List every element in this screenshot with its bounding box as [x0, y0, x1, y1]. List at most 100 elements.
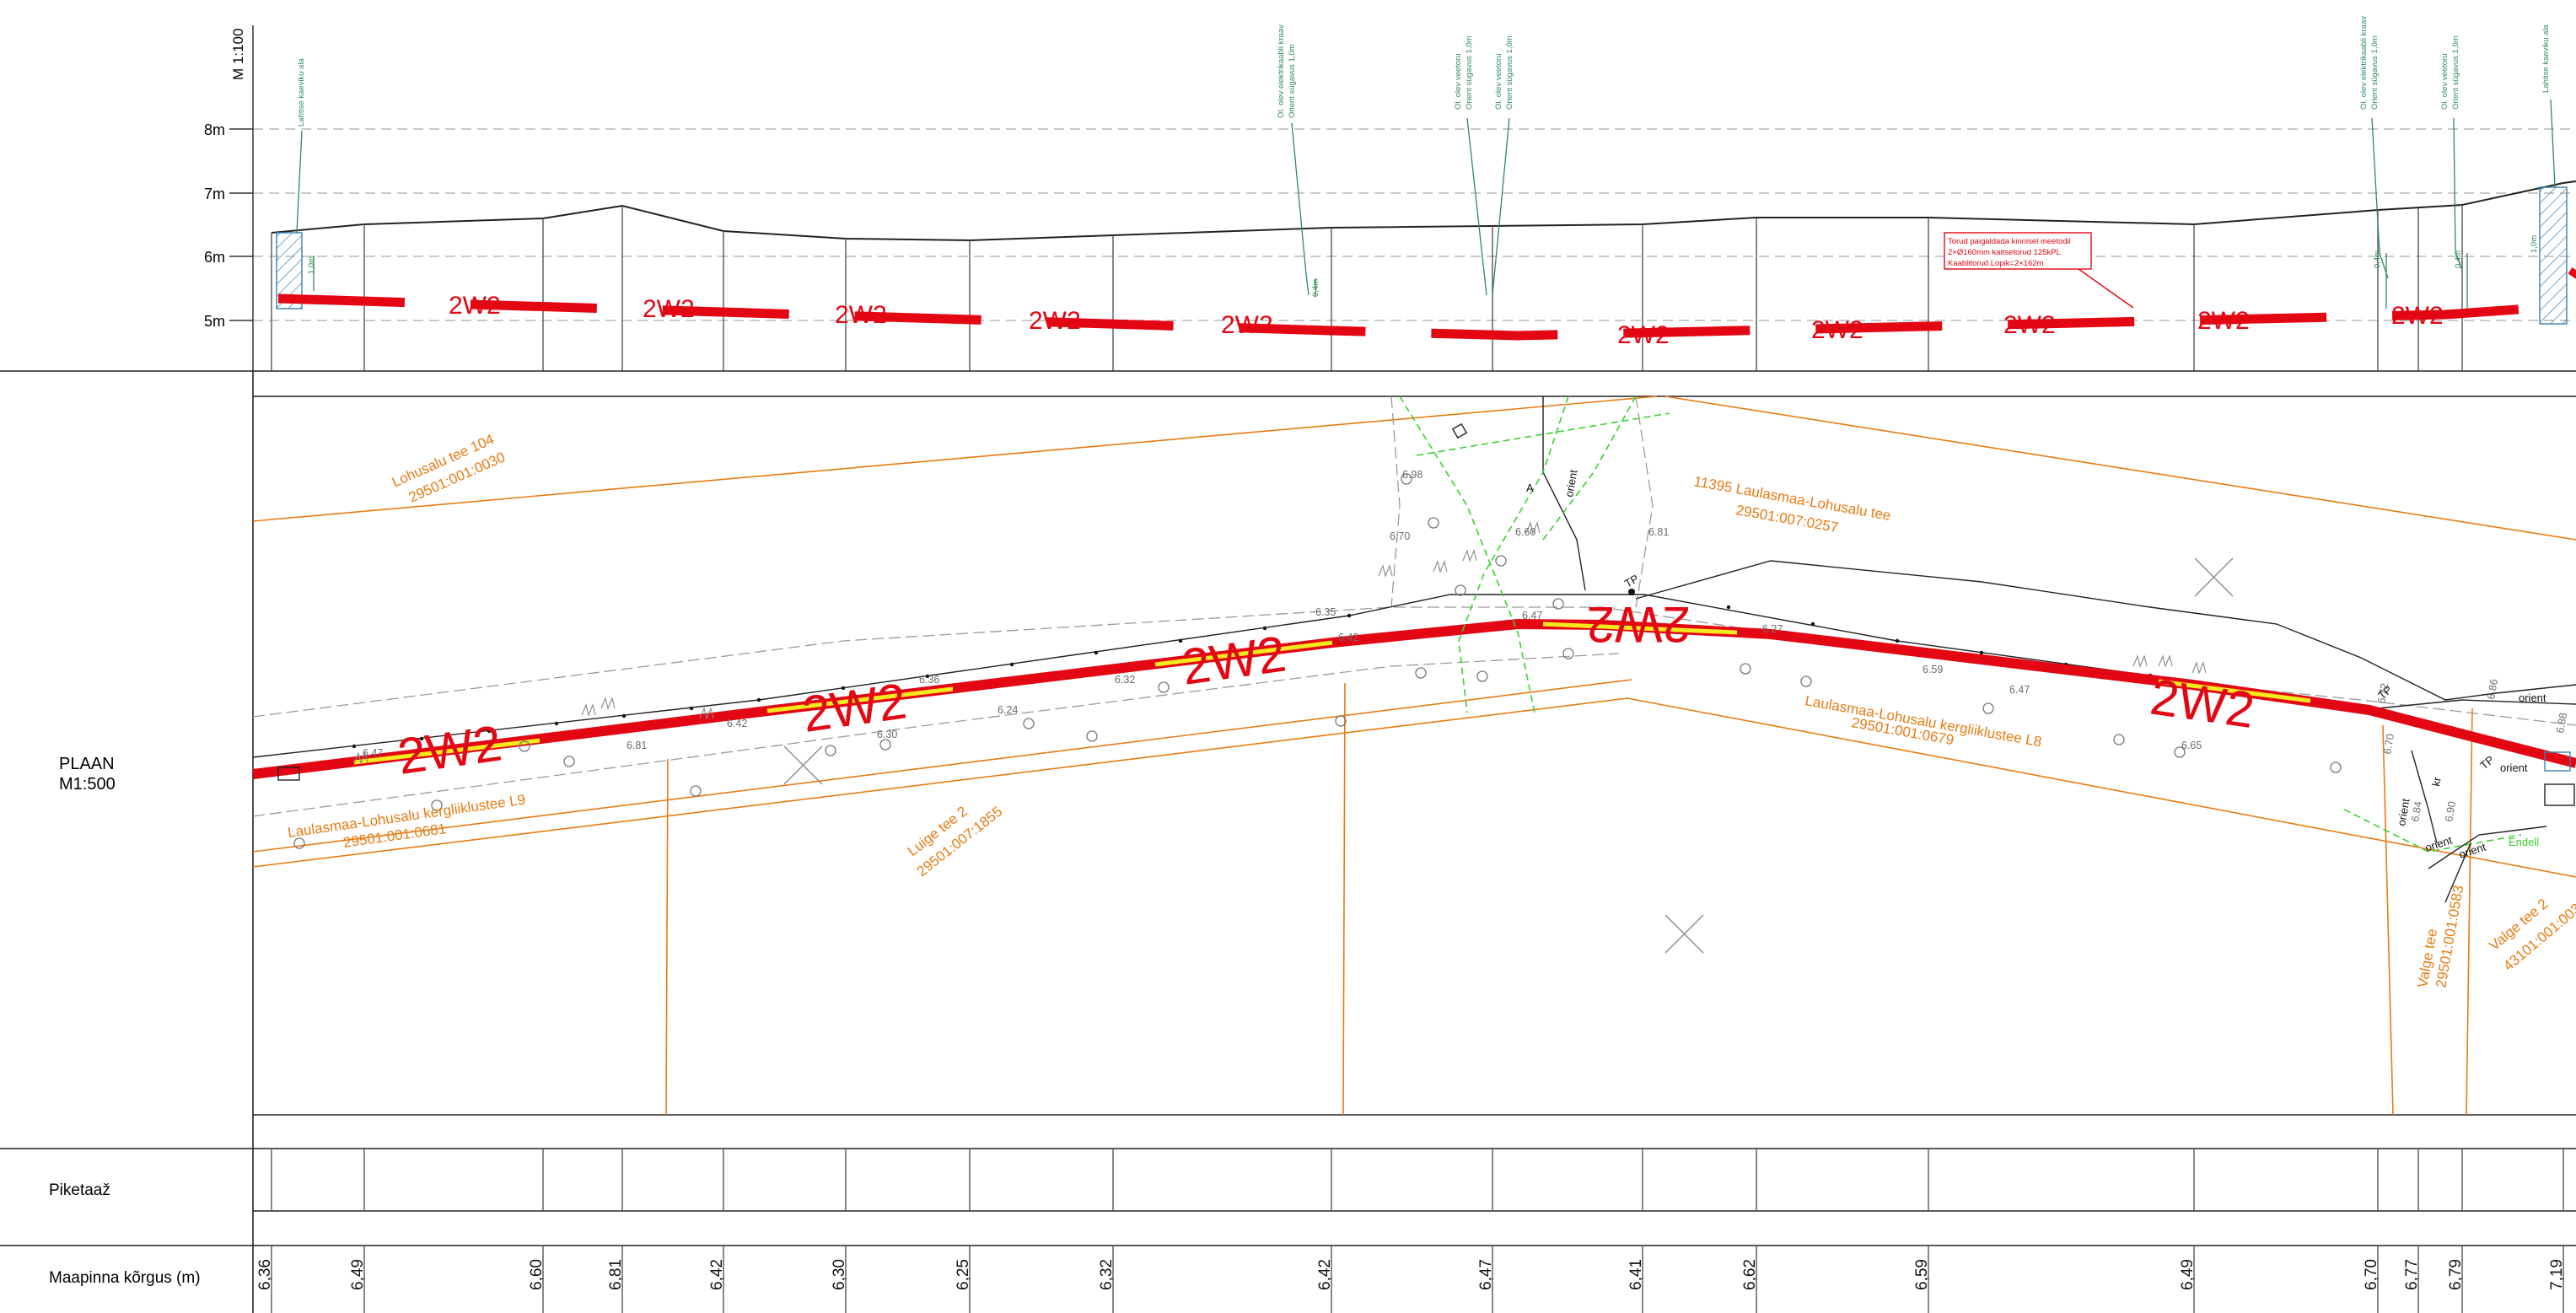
spot-height: 6.86	[2485, 678, 2500, 700]
orient-tag: orient	[2395, 798, 2412, 827]
orient-tag: orient	[2500, 761, 2528, 774]
road-edges	[252, 396, 2576, 817]
ground-value: 6,30	[831, 1259, 848, 1290]
spot-height: 6.47	[2009, 684, 2030, 696]
profile-pipe-labels: 2W2 2W2 2W2 2W2 2W2 2W2 2W2 2W2 2W2 2W2	[449, 292, 2444, 349]
data-table: Piketaaž Maapinna kõrgus (m)	[49, 1149, 2566, 1313]
elevation-tick-8m: 8m	[204, 121, 225, 138]
parcel-boundaries	[252, 396, 2576, 1116]
orient-tag: orient	[2519, 691, 2546, 704]
spot-height: 6.32	[1115, 674, 1135, 686]
note-water-3: Ol. olev veetoru	[2440, 53, 2450, 110]
trees	[293, 473, 2342, 849]
green-utility-tag: Endell	[2509, 836, 2539, 848]
profile-gridlines	[253, 128, 2576, 321]
profile-pipe-label: 2W2	[835, 301, 887, 329]
ground-value: 6,42	[1316, 1259, 1334, 1290]
spot-height: 6.70	[1390, 530, 1410, 542]
note-open-trench-end: Lahtise kaeviku ala	[2541, 24, 2551, 93]
note-el-cable-2b: Orient sügavus 1,0m	[2370, 35, 2380, 110]
spot-height: 6.27	[1762, 623, 1783, 635]
trenchless-note-line2: 2×Ø160mm kaitsetorud 125kPL	[1948, 248, 2061, 257]
profile-pipe-label: 2W2	[2391, 302, 2444, 330]
note-water-1b: Orient sügavus 1,0m	[1465, 35, 1474, 110]
profile-pipe-label: 2W2	[1221, 311, 1273, 339]
spot-height: 6.60	[1515, 526, 1535, 538]
profile-ground-line	[271, 180, 2576, 242]
profile-utility-notes: Lahtise kaeviku ala Ol. olev elektrikaab…	[297, 16, 2551, 297]
note-water-2: Ol. olev veetoru	[1494, 53, 1503, 110]
profile-scale-label: M 1:100	[230, 29, 246, 80]
orient-tag: orient	[1562, 469, 1579, 498]
note-el-cable-1b: Orient sügavus 1,0m	[1288, 44, 1297, 118]
profile-station-lines	[271, 205, 2463, 371]
spot-height: 6.24	[998, 704, 1018, 716]
ground-elevation-values: 6,36 6,49 6,60 6,81 6,42 6,30 6,25 6,32 …	[256, 1259, 2566, 1290]
plan-pipe-yellow-section	[2158, 679, 2311, 703]
spot-height: 6.65	[2181, 740, 2202, 751]
spot-height: 6.72	[2375, 682, 2390, 704]
plan-section: PLAAN M1:500	[59, 396, 2576, 1116]
profile-pipe-label: 2W2	[2197, 307, 2250, 335]
ground-row-ticks	[271, 1246, 2564, 1313]
note-water-1: Ol. olev veetoru	[1454, 53, 1463, 110]
ground-value: 6,42	[708, 1259, 726, 1290]
profile-pipe-label: 2W2	[1811, 316, 1863, 344]
ground-value: 6,79	[2447, 1259, 2465, 1290]
depth-label-start: 1,0m	[307, 256, 316, 274]
spot-height: 6.30	[877, 729, 897, 740]
note-el-cable-2: Ol. olev elektrikaabli kraav	[2359, 16, 2369, 110]
plan-pipe-yellow-section	[1154, 640, 1333, 667]
sheet-frame	[0, 370, 2576, 1313]
trench-box-end	[2539, 186, 2568, 325]
trenchless-note-box: Torud paigaldada kinnisel meetodil 2×Ø16…	[1944, 232, 2134, 309]
plan-pipe-yellow-section	[766, 686, 954, 713]
junction-details	[277, 422, 2575, 903]
profile-pipe-label: 2W2	[2003, 311, 2056, 339]
spot-height: 6.98	[1402, 469, 1422, 481]
ground-value: 6,81	[607, 1259, 625, 1290]
plan-pipe-label-flipped: 2W2	[1587, 596, 1691, 653]
spot-height: 6.59	[1923, 664, 1943, 675]
grid-crosses	[783, 557, 2234, 954]
trenchless-note-line3: Kaablitorud Lopik=2×162m	[1948, 259, 2044, 268]
depth-label: 0,4m	[2373, 250, 2382, 268]
ground-value: 6,36	[256, 1259, 274, 1290]
profile-pipe-label: 2W2	[1029, 307, 1081, 335]
spot-height: 6.36	[919, 674, 939, 686]
area-label-a: A	[1526, 482, 1534, 494]
profile-pipe-label: 2W2	[449, 292, 501, 320]
spot-heights: 6.47 6.81 6.42 6.36 6.24 6.32 6.42 6.47 …	[363, 469, 2569, 823]
spot-height: 6.35	[1315, 606, 1336, 618]
tp-tag: TP	[1622, 572, 1641, 589]
ground-value: 6,41	[1627, 1259, 1645, 1290]
ground-value: 6,77	[2403, 1259, 2421, 1290]
kr-tag: kr	[2429, 776, 2444, 788]
profile-section: M 1:100 8m 7m 6m 5m	[204, 16, 2576, 371]
profile-pipe-label: 2W2	[1617, 321, 1670, 349]
ground-value: 6,62	[1741, 1259, 1759, 1290]
spot-height: 6.88	[2554, 712, 2569, 734]
ground-value: 6,59	[1913, 1259, 1931, 1290]
spot-height: 6.84	[2409, 800, 2424, 822]
spot-height: 6.81	[627, 740, 647, 751]
note-open-trench-start: Lahtise kaeviku ala	[297, 57, 306, 126]
ground-value: 6,60	[528, 1259, 546, 1290]
spot-height: 6.81	[1648, 526, 1669, 538]
note-water-2b: Orient sügavus 1,0m	[1505, 35, 1514, 110]
ground-value: 6,47	[1477, 1259, 1495, 1290]
grass-marks	[353, 521, 2207, 765]
trenchless-note-line1: Torud paigaldada kinnisel meetodil	[1948, 237, 2071, 246]
ground-value: 7,19	[2548, 1259, 2566, 1290]
plan-pipe-yellow-section	[353, 738, 540, 765]
spot-height: 6.47	[363, 747, 383, 759]
ground-value: 6,49	[349, 1259, 367, 1290]
plan-pipe-yellow-section	[1542, 622, 1738, 635]
elevation-tick-7m: 7m	[204, 186, 225, 202]
plan-pipe-label: 2W2	[1178, 625, 1288, 696]
row-label-piketaaz: Piketaaž	[49, 1181, 110, 1199]
ground-value: 6,32	[1098, 1259, 1116, 1290]
elevation-tick-6m: 6m	[204, 249, 225, 266]
existing-utility-lines	[1399, 396, 2522, 853]
